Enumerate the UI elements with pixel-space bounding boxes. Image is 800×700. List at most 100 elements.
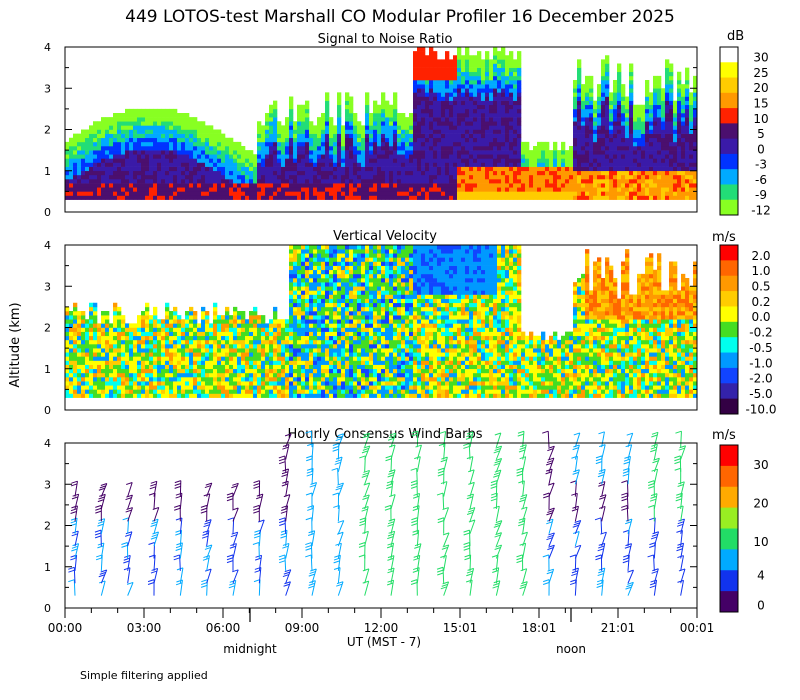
snr-cell <box>137 191 142 196</box>
snr-cell <box>617 63 622 68</box>
snr-cell <box>557 170 562 176</box>
snr-cell <box>417 146 422 151</box>
snr-cell <box>605 55 610 60</box>
snr-cell <box>169 179 174 184</box>
snr-cell <box>401 133 406 139</box>
vv-cell <box>157 381 162 386</box>
snr-cell <box>629 162 634 167</box>
vv-cell <box>285 393 290 398</box>
snr-cell <box>589 96 594 101</box>
snr-cell <box>653 187 658 192</box>
snr-cell <box>121 166 126 172</box>
snr-cell <box>597 104 602 110</box>
vv-cell <box>149 323 154 328</box>
snr-cell <box>433 51 438 56</box>
snr-cell <box>117 137 122 143</box>
snr-cell <box>289 137 294 143</box>
vv-cell <box>197 335 202 341</box>
vv-cell <box>265 344 270 349</box>
snr-cell <box>437 158 442 163</box>
snr-cell <box>509 146 514 151</box>
vv-cell <box>165 360 170 365</box>
snr-cell <box>277 133 282 139</box>
snr-cell <box>465 92 470 97</box>
vv-cell <box>205 372 210 378</box>
snr-cell <box>433 96 438 101</box>
snr-cell <box>577 121 582 126</box>
snr-cell <box>113 187 118 192</box>
vv-cell <box>281 344 286 349</box>
snr-cell <box>345 125 350 130</box>
vv-cell <box>181 335 186 341</box>
snr-cell <box>365 174 370 180</box>
snr-cell <box>513 174 518 180</box>
snr-cell <box>225 191 230 196</box>
snr-cell <box>113 154 118 159</box>
snr-cell <box>669 154 674 159</box>
vv-cell <box>225 372 230 378</box>
snr-cell <box>97 154 102 159</box>
snr-cell <box>609 117 614 122</box>
snr-cell <box>657 183 662 188</box>
vv-cell <box>261 323 266 328</box>
vv-cell <box>173 372 178 378</box>
snr-cell <box>453 84 458 89</box>
snr-cell <box>573 84 578 89</box>
snr-cell <box>577 158 582 163</box>
snr-cell <box>633 125 638 130</box>
vv-cell <box>169 377 174 382</box>
snr-cell <box>653 191 658 196</box>
snr-cell <box>485 71 490 77</box>
snr-cell <box>437 121 442 126</box>
snr-cell <box>529 166 534 172</box>
snr-cell <box>589 170 594 176</box>
snr-cell <box>645 162 650 167</box>
snr-cell <box>629 187 634 192</box>
snr-cell <box>377 141 382 147</box>
vv-cell <box>165 389 170 394</box>
vv-cell <box>89 327 94 332</box>
vv-cell <box>89 377 94 382</box>
vv-cell <box>277 368 282 374</box>
colorbar-swatch <box>720 77 738 94</box>
snr-cell <box>141 170 146 176</box>
snr-cell <box>553 187 558 192</box>
snr-cell <box>69 174 74 180</box>
snr-cell <box>413 121 418 126</box>
snr-cell <box>313 146 318 151</box>
snr-cell <box>265 158 270 163</box>
snr-cell <box>353 158 358 163</box>
snr-cell <box>537 146 542 151</box>
snr-cell <box>373 150 378 155</box>
vv-cell <box>273 377 278 382</box>
snr-cell <box>637 191 642 196</box>
snr-cell <box>565 195 570 200</box>
snr-cell <box>585 162 590 167</box>
snr-cell <box>197 125 202 130</box>
snr-cell <box>541 141 546 147</box>
snr-cell <box>673 129 678 134</box>
snr-cell <box>429 104 434 110</box>
snr-cell <box>381 183 386 188</box>
snr-cell <box>513 63 518 68</box>
snr-cell <box>625 195 630 200</box>
vv-cell <box>129 385 134 390</box>
vv-cell <box>189 385 194 390</box>
snr-cell <box>369 166 374 172</box>
snr-cell <box>321 117 326 122</box>
snr-cell <box>693 179 698 184</box>
snr-cell <box>125 129 130 134</box>
vv-cell <box>109 331 114 337</box>
snr-cell <box>69 141 74 147</box>
snr-cell <box>633 150 638 155</box>
snr-cell <box>581 170 586 176</box>
vv-cell <box>253 389 258 394</box>
snr-cell <box>553 183 558 188</box>
snr-cell <box>385 162 390 167</box>
snr-cell <box>297 158 302 163</box>
snr-cell <box>477 100 482 106</box>
vv-cell <box>193 381 198 386</box>
snr-cell <box>473 137 478 143</box>
snr-cell <box>493 179 498 184</box>
vv-cell <box>97 385 102 390</box>
